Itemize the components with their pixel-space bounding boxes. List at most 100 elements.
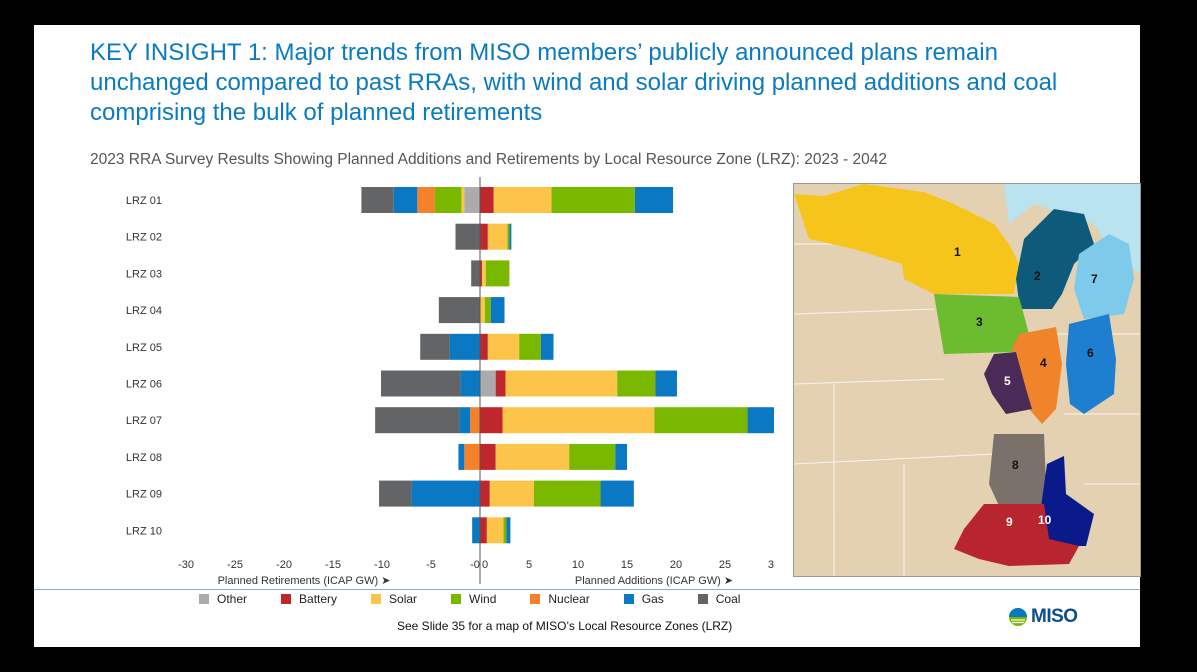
zone-label-5: 5	[1004, 374, 1011, 388]
x-tick-label: -15	[325, 559, 341, 571]
retirement-bar-segment	[438, 297, 480, 324]
addition-bar-segment	[502, 407, 655, 434]
retirement-bar-segment	[417, 187, 435, 213]
zone-label-4: 4	[1040, 356, 1047, 370]
addition-bar-segment	[615, 443, 627, 470]
slide-title: KEY INSIGHT 1: Major trends from MISO me…	[90, 39, 1058, 126]
addition-bar-segment	[487, 223, 508, 250]
zone-label-10: 10	[1038, 513, 1052, 527]
zone-5-region	[984, 352, 1032, 414]
legend-label: Battery	[299, 592, 338, 606]
legend-item: Wind	[451, 592, 496, 606]
legend-swatch	[623, 594, 634, 604]
x-tick-label: 15	[621, 559, 633, 571]
retirement-bar-segment	[393, 187, 418, 213]
legend-swatch	[371, 594, 382, 604]
legend-swatch	[281, 594, 292, 604]
addition-bar-segment	[533, 480, 601, 507]
addition-bar-segment	[495, 443, 570, 470]
category-label: LRZ 06	[126, 379, 162, 391]
retirement-bar-segment	[461, 187, 465, 213]
miso-logo: MISO	[1008, 603, 1088, 631]
addition-bar-segment	[600, 480, 634, 507]
x-tick-label: 10	[572, 559, 584, 571]
zone-2-region	[1016, 209, 1094, 309]
addition-bar-segment	[506, 517, 511, 544]
addition-bar-segment	[509, 223, 512, 250]
addition-bar-segment	[480, 187, 494, 213]
retirement-bar-segment	[375, 407, 460, 434]
addition-bar-segment	[493, 187, 552, 213]
zone-8-region	[989, 434, 1046, 506]
x-tick-label: 25	[719, 559, 731, 571]
addition-bar-segment	[489, 480, 534, 507]
x-axis-label-retirements: Planned Retirements (ICAP GW) ➤	[218, 575, 391, 587]
zone-10-region	[1040, 456, 1094, 546]
addition-bar-segment	[481, 260, 486, 287]
legend-label: Nuclear	[548, 592, 590, 606]
addition-bar-segment	[480, 517, 487, 544]
legend-label: Gas	[641, 592, 664, 606]
x-tick-label: -0	[470, 559, 480, 571]
category-label: LRZ 05	[126, 342, 162, 354]
retirement-bar-segment	[449, 333, 480, 360]
category-label: LRZ 09	[126, 489, 162, 501]
x-axis-label-additions: Planned Additions (ICAP GW) ➤	[575, 575, 733, 587]
category-label: LRZ 02	[126, 232, 162, 244]
lrz-map: 1 2 3 4 5 6 7 8 9 10	[793, 183, 1141, 577]
retirement-bar-segment	[361, 187, 394, 213]
category-label: LRZ 10	[126, 525, 162, 537]
zone-3-region	[934, 294, 1029, 354]
addition-bar-segment	[519, 333, 541, 360]
addition-bar-segment	[655, 370, 677, 397]
miso-logo-icon	[1009, 608, 1027, 626]
x-tick-label: -20	[276, 559, 292, 571]
retirement-bar-segment	[464, 443, 480, 470]
logo-text: MISO	[1031, 606, 1078, 627]
addition-bar-segment	[480, 480, 490, 507]
x-tick-label: -10	[374, 559, 390, 571]
retirement-bar-segment	[472, 517, 480, 544]
retirement-bar-segment	[459, 407, 471, 434]
slide: KEY INSIGHT 1: Major trends from MISO me…	[34, 25, 1141, 647]
addition-bar-segment	[540, 333, 554, 360]
x-tick-label: -5	[426, 559, 436, 571]
addition-bar-segment	[480, 297, 485, 324]
category-label: LRZ 04	[126, 305, 162, 317]
x-tick-label: 30	[768, 559, 774, 571]
retirement-bar-segment	[420, 333, 450, 360]
legend-label: Wind	[469, 592, 497, 606]
addition-bar-segment	[484, 297, 491, 324]
retirement-bar-segment	[458, 443, 465, 470]
addition-bar-segment	[551, 187, 635, 213]
addition-bar-segment	[480, 443, 496, 470]
retirement-bar-segment	[460, 370, 480, 397]
addition-bar-segment	[480, 223, 488, 250]
retirement-bar-segment	[381, 370, 461, 397]
addition-bar-segment	[505, 370, 618, 397]
zone-label-3: 3	[976, 315, 983, 329]
addition-bar-segment	[503, 517, 507, 544]
addition-bar-segment	[480, 407, 503, 434]
legend-label: Coal	[715, 592, 741, 606]
addition-bar-segment	[654, 407, 748, 434]
chart-legend: Other Battery Solar Wind Nuclear Gas Coal	[199, 592, 774, 606]
addition-bar-segment	[617, 370, 656, 397]
addition-bar-segment	[480, 370, 496, 397]
addition-bar-segment	[485, 260, 510, 287]
retirement-bar-segment	[434, 187, 462, 213]
retirement-bar-segment	[470, 407, 480, 434]
legend-swatch	[697, 594, 708, 604]
zone-label-1: 1	[954, 245, 961, 259]
legend-swatch	[451, 594, 462, 604]
retirement-bar-segment	[411, 480, 480, 507]
legend-item: Other	[199, 592, 247, 606]
retirement-bar-segment	[455, 223, 480, 250]
legend-item: Gas	[623, 592, 664, 606]
addition-bar-segment	[634, 187, 674, 213]
retirement-bar-segment	[379, 480, 412, 507]
zone-label-2: 2	[1034, 269, 1041, 283]
category-label: LRZ 07	[126, 415, 162, 427]
zone-label-9: 9	[1006, 515, 1013, 529]
retirement-bar-segment	[464, 187, 480, 213]
